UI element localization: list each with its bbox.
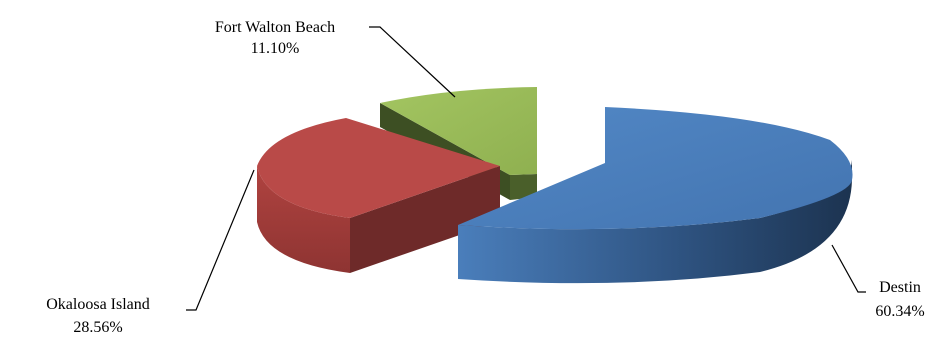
slice-fort-walton-beach-front [510,174,537,200]
label-destin-name: Destin [879,279,921,296]
leader-line-destin [831,244,866,293]
slice-destin [458,107,853,284]
leader-line-fort-walton-beach [369,26,456,98]
slice-fort-walton-beach-top [380,87,537,175]
slice-destin-side [458,160,852,284]
slice-okaloosa-island-outer [257,166,350,273]
leader-line-okaloosa-island [186,169,255,311]
label-okaloosa-island-value: 28.56% [73,319,122,336]
slice-destin-top [458,107,853,230]
slice-okaloosa-island-cut [350,166,500,273]
label-destin-value: 60.34% [875,303,924,320]
slice-okaloosa-island-top [257,118,500,218]
label-okaloosa-island-name: Okaloosa Island [46,296,150,313]
label-fort-walton-beach-value: 11.10% [251,40,300,57]
label-fort-walton-beach-name: Fort Walton Beach [215,19,335,36]
slice-okaloosa-island [257,118,500,273]
